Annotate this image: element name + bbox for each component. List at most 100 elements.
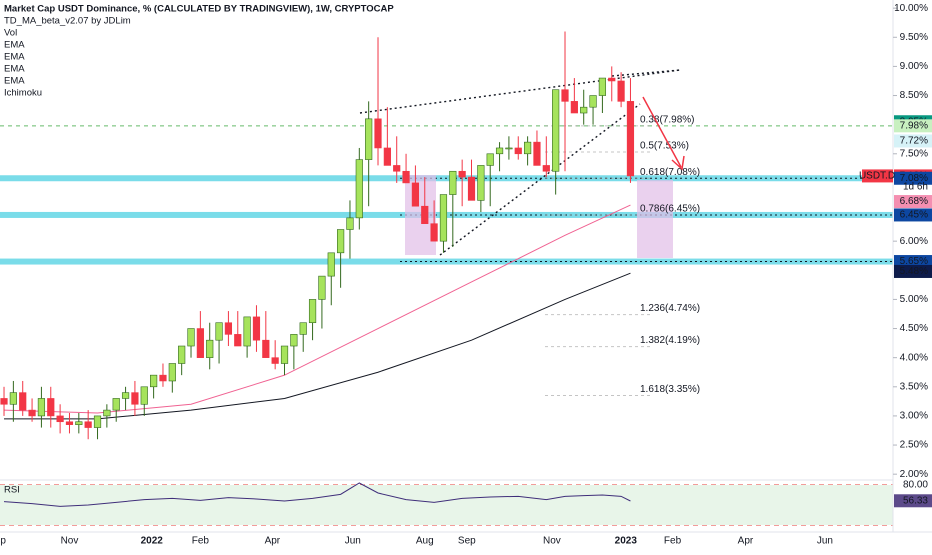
candle-body — [121, 392, 130, 399]
candle-body — [477, 165, 485, 201]
fib-label: 0.38(7.98%) — [640, 114, 694, 125]
candle-body — [280, 345, 289, 364]
x-tick-label: Feb — [664, 536, 682, 547]
candle-body — [234, 334, 242, 347]
ema-line — [4, 272, 631, 420]
candle-body — [439, 194, 448, 242]
candle-body — [0, 398, 8, 405]
candle-body — [65, 421, 74, 425]
candle-body — [318, 275, 326, 300]
candle-body — [262, 339, 270, 358]
range-box — [637, 180, 673, 258]
candle-body — [187, 328, 195, 347]
candle-body — [196, 328, 204, 358]
price-label: 5.65% — [900, 256, 928, 267]
candle-body — [617, 80, 625, 102]
candle-body — [47, 398, 55, 417]
indicator-label: EMA — [4, 40, 25, 51]
rsi-line — [3, 482, 631, 507]
price-label-box — [894, 119, 932, 133]
symbol-label: USDT.D — [859, 171, 895, 182]
candle-body — [486, 153, 494, 166]
price-label-box — [894, 171, 932, 185]
x-tick-label: Feb — [192, 536, 210, 547]
candle-body — [271, 357, 279, 364]
fib-label: 0.786(6.45%) — [640, 204, 700, 215]
candle-body — [449, 170, 457, 195]
indicator-label: TD_MA_beta_v2.07 by JDLim — [4, 16, 131, 27]
price-label-box — [894, 208, 932, 222]
candle-body — [299, 322, 307, 335]
legend: Market Cap USDT Dominance, % (CALCULATED… — [4, 4, 394, 496]
price-label: 7.72% — [900, 136, 928, 147]
ema-line — [4, 204, 631, 414]
candle-body — [28, 409, 36, 417]
x-tick-label: Apr — [265, 536, 281, 547]
candle-body — [206, 339, 214, 358]
candle-body — [467, 176, 476, 201]
candle-body — [495, 147, 504, 155]
candle-body — [9, 392, 17, 405]
range-box — [405, 175, 436, 255]
candle-body — [215, 322, 223, 341]
y-tick-label: 2.00% — [900, 469, 928, 480]
wedge-lower — [439, 103, 641, 256]
candle-body — [598, 77, 607, 96]
rsi-fill — [0, 485, 893, 525]
candle-body — [327, 252, 335, 277]
candle-body — [56, 415, 64, 423]
candle-body — [514, 147, 522, 155]
candle-body — [168, 363, 176, 382]
wedge-upper — [359, 69, 681, 114]
indicator-label: EMA — [4, 64, 25, 75]
candle-body — [159, 374, 167, 382]
candle-body — [178, 345, 186, 364]
chart-title: Market Cap USDT Dominance, % (CALCULATED… — [4, 4, 394, 15]
candle-body — [93, 415, 102, 428]
candle-body — [346, 217, 354, 230]
x-tick-label: 2023 — [615, 536, 638, 547]
y-tick-label: 8.50% — [900, 90, 928, 101]
main-layer: 0.38(7.98%) 0.5(7.53%) 0.618(7.08%) 0.786(6… — [0, 31, 700, 507]
price-label-box — [894, 195, 932, 209]
candle-body — [393, 165, 401, 172]
price-label: 7.08% — [900, 173, 928, 184]
candle-body — [243, 316, 251, 347]
candle-body — [84, 421, 92, 428]
price-label-box — [894, 255, 932, 269]
indicator-label: Vol — [4, 28, 17, 39]
candle-body — [570, 101, 578, 114]
candle-body — [505, 147, 513, 150]
x-tick-label: Jun — [345, 536, 361, 547]
candle-body — [365, 118, 373, 160]
x-tick-label: 2022 — [141, 536, 164, 547]
candle-body — [224, 322, 233, 335]
candle-body — [383, 147, 391, 166]
candle-body — [421, 205, 429, 224]
candle-body — [402, 170, 410, 184]
candle-body — [75, 421, 83, 425]
y-tick-label: 4.00% — [900, 352, 928, 363]
y-tick-label: 9.00% — [900, 61, 928, 72]
candle-body — [37, 398, 46, 417]
candle-body — [374, 118, 382, 149]
x-tick-label: Apr — [738, 536, 754, 547]
forecast-arrow — [642, 96, 685, 171]
price-label: 5.48% — [900, 266, 928, 277]
candle-body — [608, 77, 616, 82]
y-tick-label: 7.50% — [900, 148, 928, 159]
y-tick-label: 6.00% — [900, 236, 928, 247]
candle-body — [252, 316, 261, 341]
rsi-last-label: 56.33 — [903, 495, 928, 506]
candle-body — [131, 392, 139, 405]
y-tick-label: 2.50% — [900, 440, 928, 451]
candle-body — [430, 223, 438, 242]
y-tick-label: 3.00% — [900, 411, 928, 422]
candle-body — [19, 392, 27, 411]
candle-body — [308, 299, 317, 324]
candle-body — [150, 374, 158, 388]
y-tick-label: 10.00% — [894, 3, 928, 14]
fib-label: 1.618(3.35%) — [640, 384, 700, 395]
x-tick-label: Sep — [458, 536, 476, 547]
